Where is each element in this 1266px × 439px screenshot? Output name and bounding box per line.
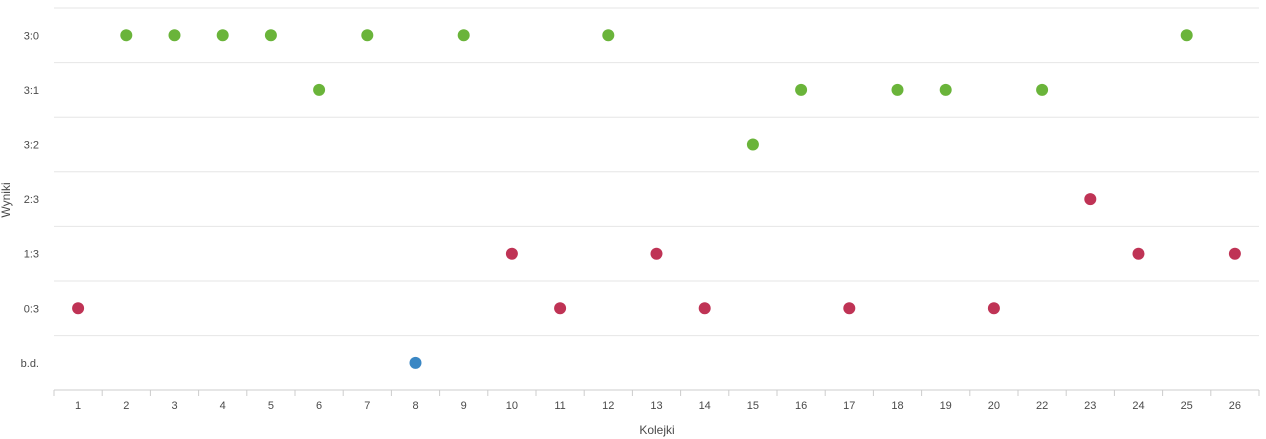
data-point[interactable] xyxy=(795,83,808,96)
x-tick-label: 25 xyxy=(1181,400,1193,412)
data-point[interactable] xyxy=(1084,193,1097,206)
x-tick-label: 16 xyxy=(795,400,807,412)
x-tick-label: 22 xyxy=(1036,400,1048,412)
data-point[interactable] xyxy=(650,247,663,260)
x-tick-label: 9 xyxy=(461,400,467,412)
y-tick-label: 3:2 xyxy=(24,140,39,152)
x-tick-label: 2 xyxy=(123,400,129,412)
y-tick-labels: b.d. 0:3 1:3 2:3 3:2 3:1 3:0 xyxy=(21,30,39,370)
data-point[interactable] xyxy=(1228,247,1241,260)
y-tick-label: 0:3 xyxy=(24,303,39,315)
axes xyxy=(53,389,1260,396)
x-tick-label: 20 xyxy=(988,400,1000,412)
x-tick-label: 15 xyxy=(747,400,759,412)
x-tick-label: 7 xyxy=(364,400,370,412)
data-point[interactable] xyxy=(939,83,952,96)
x-tick-label: 18 xyxy=(891,400,903,412)
y-tick-label: 2:3 xyxy=(24,194,39,206)
data-point[interactable] xyxy=(313,83,326,96)
x-tick-label: 13 xyxy=(650,400,662,412)
y-tick-label: 3:0 xyxy=(24,30,39,42)
data-point[interactable] xyxy=(505,247,518,260)
data-point[interactable] xyxy=(1132,247,1145,260)
x-tick-label: 8 xyxy=(412,400,418,412)
data-point[interactable] xyxy=(891,83,904,96)
data-point[interactable] xyxy=(216,29,229,42)
data-point[interactable] xyxy=(72,302,85,315)
data-point[interactable] xyxy=(554,302,567,315)
data-point[interactable] xyxy=(843,302,856,315)
data-point[interactable] xyxy=(361,29,374,42)
x-tick-label: 26 xyxy=(1229,400,1241,412)
data-points xyxy=(72,29,1241,369)
x-tick-label: 14 xyxy=(699,400,711,412)
x-tick-label: 24 xyxy=(1132,400,1144,412)
data-point[interactable] xyxy=(987,302,1000,315)
x-tick-label: 17 xyxy=(843,400,855,412)
grid-lines xyxy=(54,7,1259,337)
data-point[interactable] xyxy=(698,302,711,315)
y-tick-label: 3:1 xyxy=(24,85,39,97)
data-point[interactable] xyxy=(409,356,422,369)
data-point[interactable] xyxy=(746,138,759,151)
x-tick-label: 12 xyxy=(602,400,614,412)
x-tick-label: 6 xyxy=(316,400,322,412)
x-tick-label: 1 xyxy=(75,400,81,412)
x-tick-label: 3 xyxy=(171,400,177,412)
x-tick-label: 4 xyxy=(220,400,226,412)
data-point[interactable] xyxy=(602,29,615,42)
y-tick-label: 1:3 xyxy=(24,249,39,261)
x-tick-labels: 1 2 3 4 5 6 7 8 9 10 11 12 13 14 15 16 17 18 19 20 22 23 24 25 2… xyxy=(75,400,1241,412)
data-point[interactable] xyxy=(1036,83,1049,96)
x-tick-label: 10 xyxy=(506,400,518,412)
data-point[interactable] xyxy=(168,29,181,42)
x-axis-title: Kolejki xyxy=(639,423,674,437)
data-point[interactable] xyxy=(264,29,277,42)
x-tick-label: 5 xyxy=(268,400,274,412)
y-axis-title: Wyniki xyxy=(0,182,13,217)
y-tick-label: b.d. xyxy=(21,358,39,370)
data-point[interactable] xyxy=(120,29,133,42)
data-point[interactable] xyxy=(1180,29,1193,42)
x-tick-label: 11 xyxy=(554,400,565,412)
x-tick-label: 19 xyxy=(940,400,952,412)
data-point[interactable] xyxy=(457,29,470,42)
x-tick-label: 23 xyxy=(1084,400,1096,412)
